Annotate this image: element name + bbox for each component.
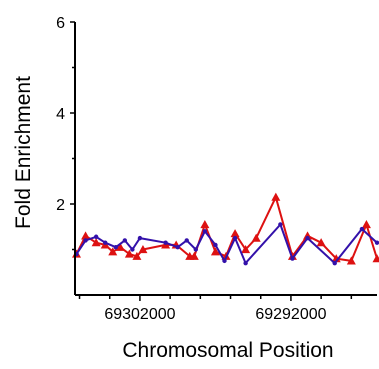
y-tick-label: 6 [56,15,65,32]
series-1-point [124,249,134,258]
series-1-point [210,247,220,256]
series-2-point [278,222,283,227]
series-2-point [222,258,227,264]
x-tick-label: 69292000 [255,306,326,323]
series-line-2 [75,223,378,265]
series-2-point [193,247,198,252]
series-2-point [305,235,310,241]
series-2-point [243,260,248,266]
series-1-point [81,231,91,240]
series-2-point [137,235,143,241]
series-2-point [332,260,337,266]
series-2-point [93,234,99,239]
series-layer [72,192,379,266]
series-2-point [103,240,108,245]
series-2-point [163,240,168,245]
series-1-point [241,245,251,254]
series-1-point [138,245,148,254]
series-1-point [303,231,313,240]
series-1-point [361,219,371,229]
series-1-point [331,254,341,263]
series-1-point [132,251,142,260]
tick-layer: 2 4 6 69302000 69292000 [56,15,353,323]
y-tick-label: 2 [56,197,65,214]
y-axis-title: Fold Enrichment [12,76,35,229]
series-2-point [374,240,379,245]
series-1-point [189,251,199,260]
series-1-point [200,219,210,229]
series-2-point [122,238,128,243]
series-2-point [213,242,218,248]
series-line-1 [75,196,378,262]
series-2-point [130,247,135,252]
series-1-point [115,242,125,251]
series-2-point [175,245,180,250]
series-1-point [230,229,240,238]
series-1-point [91,238,101,247]
series-2-point [202,229,208,234]
x-axis-title: Chromosomal Position [122,339,333,362]
series-1-point [271,192,281,201]
series-1-point [251,233,261,242]
series-2-point [83,238,88,243]
series-2-point [184,238,189,243]
series-2-point [113,245,118,250]
series-2-point [290,256,295,261]
y-tick-label: 4 [56,106,65,123]
series-1-point [372,254,379,263]
series-1-point [346,256,356,265]
x-tick-label: 69302000 [104,306,175,323]
series-2-point [359,226,365,232]
series-1-point [108,247,118,256]
series-1-point [316,238,326,247]
series-2-point [232,235,238,241]
